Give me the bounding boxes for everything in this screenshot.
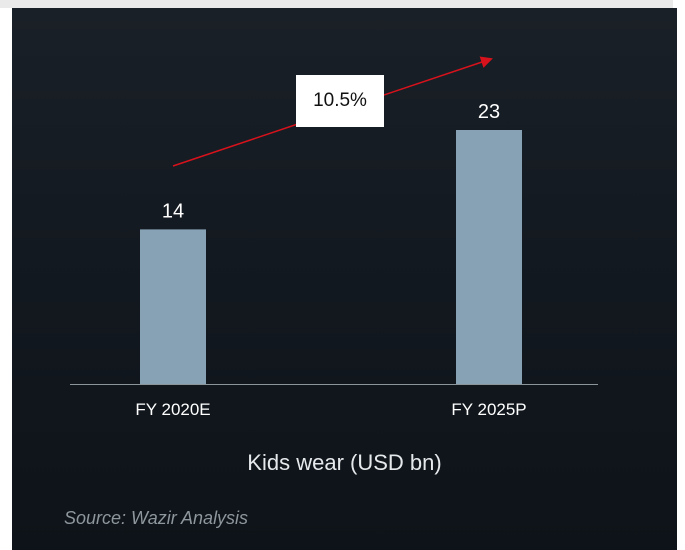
value-label-2: 23 bbox=[478, 101, 500, 123]
top-strip bbox=[0, 0, 685, 8]
bar-1 bbox=[140, 229, 206, 384]
category-label-2: FY 2025P bbox=[451, 400, 526, 419]
category-label-1: FY 2020E bbox=[135, 400, 210, 419]
chart-title: Kids wear (USD bn) bbox=[247, 450, 442, 475]
cagr-annotation-text: 10.5% bbox=[313, 90, 367, 111]
value-label-1: 14 bbox=[162, 200, 184, 222]
source-note: Source: Wazir Analysis bbox=[64, 508, 249, 528]
cagr-annotation: 10.5% bbox=[296, 75, 384, 127]
bar-2 bbox=[456, 130, 522, 384]
